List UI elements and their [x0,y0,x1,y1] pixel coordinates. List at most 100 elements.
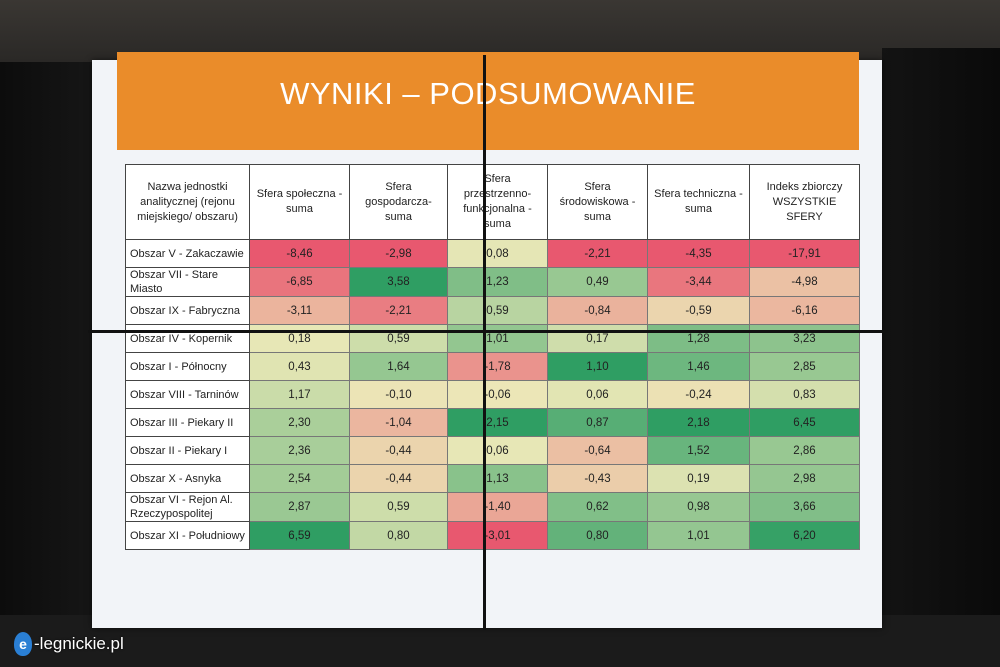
table-row: Obszar II - Piekary I 2,36 -0,44 0,06 -0,64 1… [125,436,860,465]
value-cell: -3,11 [249,296,350,325]
value-cell: 0,06 [447,436,548,465]
value-cell: 0,59 [447,296,548,325]
value-cell: -2,21 [547,239,648,268]
value-cell: 0,98 [647,492,750,522]
header-cell: Sfera gospodarcza- suma [349,164,448,240]
value-cell: 0,18 [249,324,350,353]
value-cell: -0,10 [349,380,448,409]
table-row: Obszar VII - Stare Miasto -6,85 3,58 1,23 0,… [125,267,860,297]
value-cell: 2,85 [749,352,860,381]
header-cell: Sfera techniczna - suma [647,164,750,240]
slide-title: WYNIKI – PODSUMOWANIE [280,76,696,111]
value-cell: 0,83 [749,380,860,409]
value-cell: 2,54 [249,464,350,493]
value-cell: 0,49 [547,267,648,297]
value-cell: -1,04 [349,408,448,437]
value-cell: 0,19 [647,464,750,493]
value-cell: 6,45 [749,408,860,437]
location-pin-icon: e [14,632,32,656]
table-row: Obszar V - Zakaczawie -8,46 -2,98 0,08 -2,21… [125,239,860,268]
results-table: Nazwa jednostki analitycznej (rejonu mie… [125,164,860,550]
screen-seam-horizontal [88,330,888,333]
value-cell: 1,23 [447,267,548,297]
value-cell: -0,44 [349,464,448,493]
row-name-cell: Obszar VII - Stare Miasto [125,267,250,297]
value-cell: -3,01 [447,521,548,550]
value-cell: 0,80 [547,521,648,550]
value-cell: 2,86 [749,436,860,465]
table-row: Obszar IX - Fabryczna -3,11 -2,21 0,59 -0,84… [125,296,860,325]
header-cell: Nazwa jednostki analitycznej (rejonu mie… [125,164,250,240]
value-cell: -0,43 [547,464,648,493]
table-row: Obszar IV - Kopernik 0,18 0,59 1,01 0,17 1,28… [125,324,860,353]
value-cell: 1,13 [447,464,548,493]
value-cell: -4,98 [749,267,860,297]
value-cell: 2,98 [749,464,860,493]
row-name-cell: Obszar V - Zakaczawie [125,239,250,268]
table-row: Obszar III - Piekary II 2,30 -1,04 2,15 0,87… [125,408,860,437]
row-name-cell: Obszar VI - Rejon Al. Rzeczypospolitej [125,492,250,522]
value-cell: -3,44 [647,267,750,297]
value-cell: 1,46 [647,352,750,381]
table-row: Obszar VI - Rejon Al. Rzeczypospolitej 2,… [125,492,860,522]
row-name-cell: Obszar IV - Kopernik [125,324,250,353]
ceiling-strip [0,0,1000,62]
value-cell: -1,40 [447,492,548,522]
value-cell: 6,59 [249,521,350,550]
table-body: Obszar V - Zakaczawie -8,46 -2,98 0,08 -2,21… [125,239,860,550]
value-cell: 1,17 [249,380,350,409]
row-name-cell: Obszar XI - Południowy [125,521,250,550]
right-dark-panel [882,48,1000,618]
value-cell: -0,44 [349,436,448,465]
value-cell: 3,58 [349,267,448,297]
value-cell: 2,18 [647,408,750,437]
value-cell: 2,15 [447,408,548,437]
value-cell: 0,43 [249,352,350,381]
value-cell: -8,46 [249,239,350,268]
value-cell: -6,85 [249,267,350,297]
value-cell: 1,28 [647,324,750,353]
header-cell: Sfera środowiskowa - suma [547,164,648,240]
row-name-cell: Obszar I - Północny [125,352,250,381]
value-cell: 1,01 [447,324,548,353]
screen-seam-vertical [483,55,486,630]
table-row: Obszar X - Asnyka 2,54 -0,44 1,13 -0,43 0,19 2… [125,464,860,493]
value-cell: 1,01 [647,521,750,550]
value-cell: -2,98 [349,239,448,268]
value-cell: -4,35 [647,239,750,268]
value-cell: -2,21 [349,296,448,325]
projection-screen: WYNIKI – PODSUMOWANIE Nazwa jednostki an… [92,52,882,628]
table-row: Obszar I - Północny 0,43 1,64 -1,78 1,10 1,46… [125,352,860,381]
value-cell: 3,66 [749,492,860,522]
value-cell: 0,87 [547,408,648,437]
row-name-cell: Obszar VIII - Tarninów [125,380,250,409]
value-cell: -17,91 [749,239,860,268]
value-cell: 2,36 [249,436,350,465]
value-cell: -1,78 [447,352,548,381]
value-cell: 1,10 [547,352,648,381]
value-cell: 0,62 [547,492,648,522]
header-cell: Indeks zbiorczy WSZYSTKIE SFERY [749,164,860,240]
header-cell: Sfera społeczna - suma [249,164,350,240]
row-name-cell: Obszar III - Piekary II [125,408,250,437]
value-cell: 2,30 [249,408,350,437]
value-cell: 1,52 [647,436,750,465]
table-header-row: Nazwa jednostki analitycznej (rejonu mie… [125,164,860,240]
value-cell: -0,84 [547,296,648,325]
value-cell: 1,64 [349,352,448,381]
value-cell: 6,20 [749,521,860,550]
value-cell: 0,17 [547,324,648,353]
value-cell: 0,08 [447,239,548,268]
value-cell: -6,16 [749,296,860,325]
row-name-cell: Obszar IX - Fabryczna [125,296,250,325]
value-cell: 0,06 [547,380,648,409]
title-banner: WYNIKI – PODSUMOWANIE [117,52,859,150]
site-watermark: e -legnickie.pl [14,630,124,658]
watermark-text: -legnickie.pl [34,634,124,653]
value-cell: 0,59 [349,324,448,353]
row-name-cell: Obszar X - Asnyka [125,464,250,493]
value-cell: 3,23 [749,324,860,353]
value-cell: 2,87 [249,492,350,522]
value-cell: -0,06 [447,380,548,409]
table-row: Obszar VIII - Tarninów 1,17 -0,10 -0,06 0,06… [125,380,860,409]
